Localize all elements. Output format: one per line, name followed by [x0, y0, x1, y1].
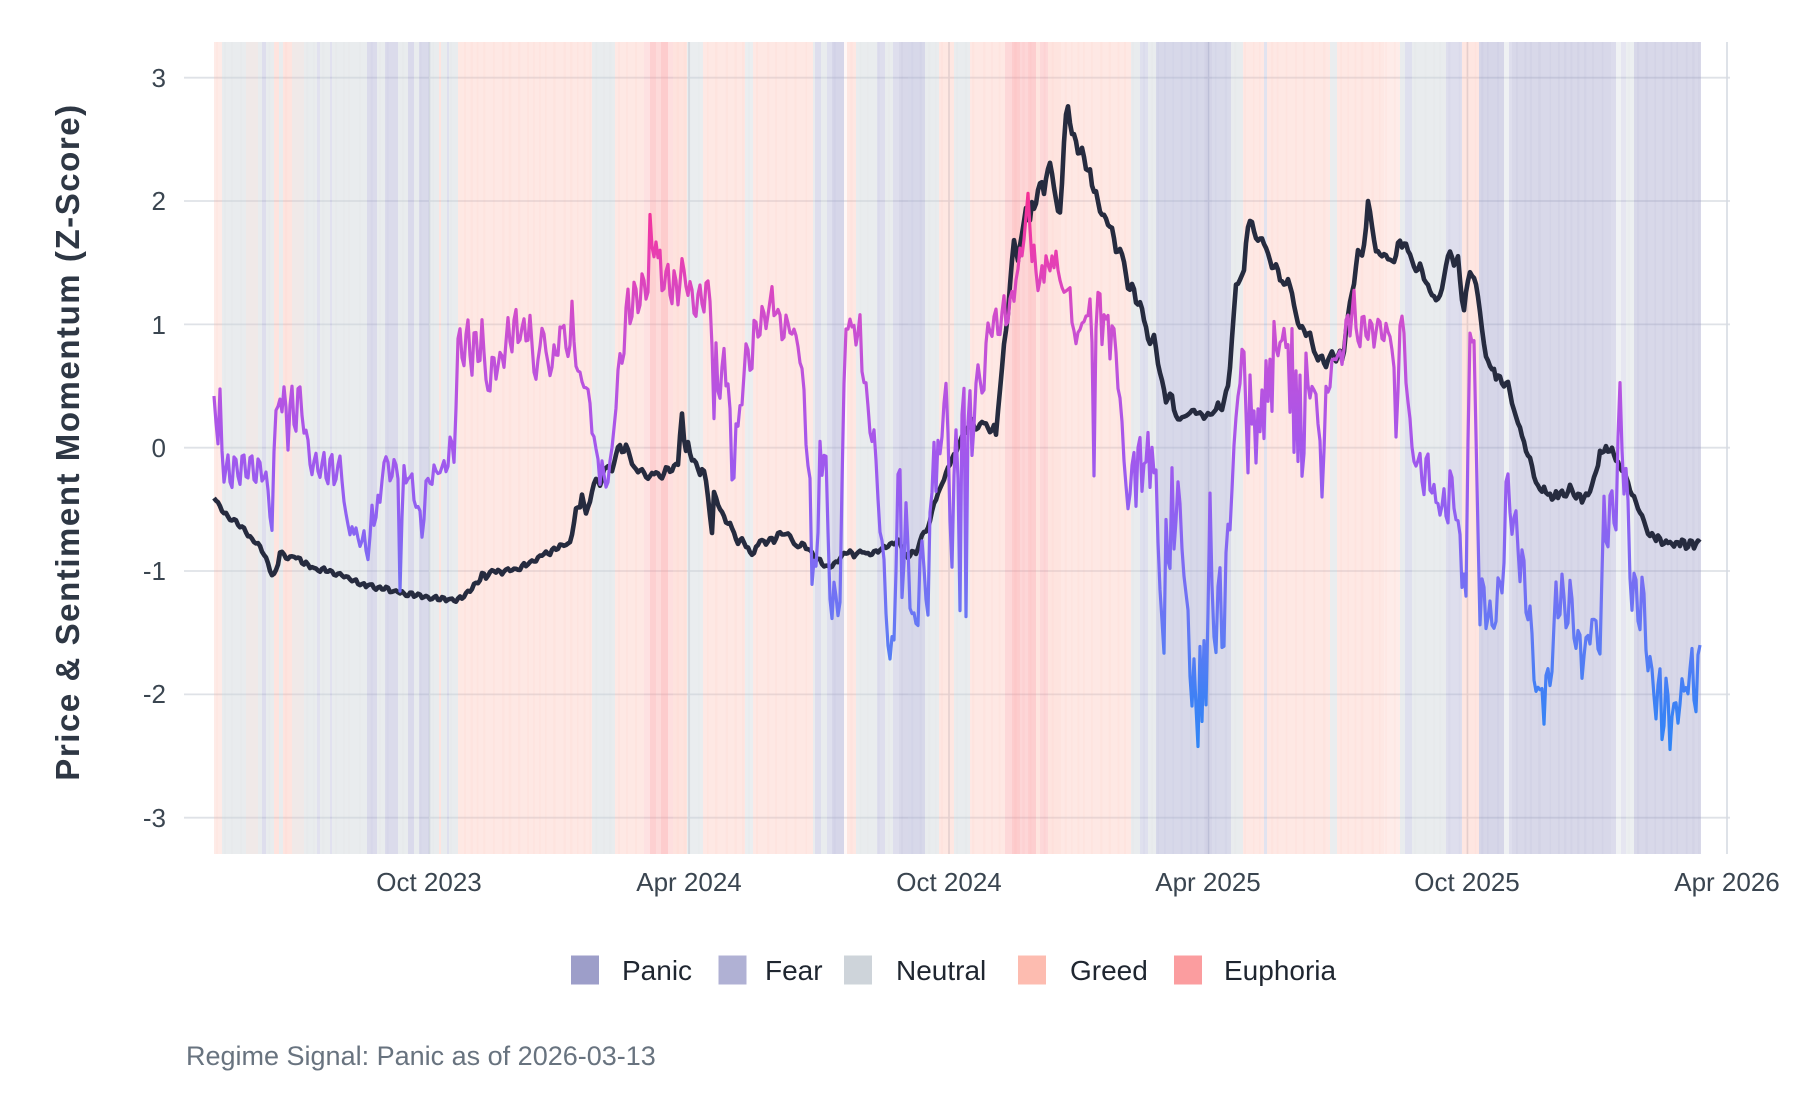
svg-text:-2: -2	[143, 679, 166, 709]
svg-text:-3: -3	[143, 803, 166, 833]
svg-text:Fear: Fear	[765, 955, 823, 986]
svg-text:Oct 2024: Oct 2024	[896, 867, 1002, 897]
svg-text:Regime Signal: Panic as of 202: Regime Signal: Panic as of 2026-03-13	[186, 1041, 656, 1071]
svg-text:Apr 2026: Apr 2026	[1674, 867, 1780, 897]
svg-text:2: 2	[152, 186, 166, 216]
svg-text:Apr 2025: Apr 2025	[1155, 867, 1261, 897]
svg-text:1: 1	[152, 310, 166, 340]
svg-text:Price & Sentiment Momentum (Z-: Price & Sentiment Momentum (Z-Score)	[49, 103, 86, 780]
svg-text:Apr 2024: Apr 2024	[636, 867, 742, 897]
svg-text:0: 0	[152, 433, 166, 463]
svg-text:Oct 2025: Oct 2025	[1414, 867, 1520, 897]
svg-text:Neutral: Neutral	[896, 955, 986, 986]
svg-text:-1: -1	[143, 556, 166, 586]
svg-text:Panic: Panic	[622, 955, 692, 986]
svg-text:Oct 2023: Oct 2023	[376, 867, 482, 897]
svg-text:Greed: Greed	[1070, 955, 1148, 986]
svg-text:3: 3	[152, 63, 166, 93]
svg-text:Euphoria: Euphoria	[1224, 955, 1337, 986]
